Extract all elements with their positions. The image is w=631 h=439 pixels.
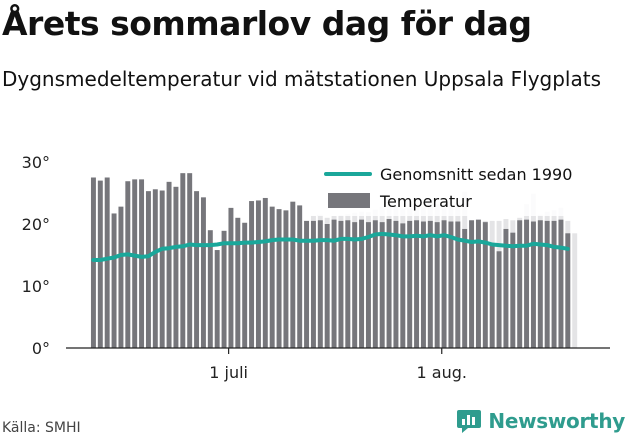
temperature-bar <box>414 220 420 348</box>
temperature-bar <box>173 186 179 348</box>
y-tick-label: 10° <box>22 277 50 296</box>
temperature-bar <box>407 220 413 348</box>
temperature-bar <box>317 220 323 348</box>
temperature-bar <box>482 222 488 348</box>
temperature-bar <box>386 219 392 348</box>
y-tick-label: 30° <box>22 153 50 172</box>
temperature-bar <box>496 251 502 348</box>
temperature-bar <box>152 189 158 348</box>
temperature-bar <box>503 228 509 348</box>
x-tick-label: 1 juli <box>209 363 248 382</box>
temperature-bar <box>537 220 543 348</box>
temperature-bar <box>187 173 193 348</box>
temperature-bar <box>145 191 151 348</box>
page-subtitle: Dygnsmedeltemperatur vid mätstationen Up… <box>2 67 602 91</box>
brand-name: Newsworthy <box>488 409 625 433</box>
x-tick-label: 1 aug. <box>417 363 467 382</box>
source-note: Källa: SMHI <box>2 420 81 436</box>
temperature-bar <box>434 222 440 348</box>
temperature-bar <box>455 221 461 348</box>
y-axis-ticks: 0° 10° 20° 30° <box>22 153 50 358</box>
y-tick-label: 20° <box>22 215 50 234</box>
average-line <box>91 231 570 262</box>
temperature-bar <box>517 220 523 348</box>
temperature-bar <box>365 222 371 348</box>
x-axis-ticks: 1 juli 1 aug. <box>209 348 467 382</box>
temperature-bar <box>262 197 268 348</box>
temperature-bar <box>565 233 571 348</box>
temperature-bar <box>200 197 206 348</box>
legend-line-label: Genomsnitt sedan 1990 <box>380 165 572 184</box>
temperature-bar <box>524 219 530 348</box>
temperature-bar <box>276 209 282 348</box>
temperature-bar <box>420 221 426 348</box>
temperature-bar <box>379 222 385 348</box>
temperature-bar <box>489 245 495 348</box>
temperature-bar <box>214 250 220 348</box>
temperature-bar <box>90 177 96 348</box>
temperature-bars <box>90 173 571 348</box>
temperature-bar <box>427 220 433 348</box>
legend-bar-swatch <box>328 193 370 208</box>
temperature-bar <box>207 230 213 348</box>
temperature-bar <box>558 219 564 348</box>
temperature-bar <box>345 220 351 348</box>
temperature-bar <box>255 200 261 348</box>
temperature-bar <box>372 220 378 348</box>
temperature-bar <box>283 210 289 348</box>
brand-logo: Newsworthy <box>456 408 625 434</box>
temperature-bar <box>139 179 145 348</box>
temperature-bar <box>400 223 406 348</box>
temperature-bar <box>166 181 172 348</box>
temperature-bar <box>269 206 275 348</box>
temperature-bar <box>530 221 536 348</box>
temperature-bar <box>249 201 255 348</box>
temperature-bar <box>194 191 200 348</box>
temperature-bar <box>544 220 550 348</box>
temperature-bar <box>475 219 481 348</box>
page-title: Årets sommarlov dag för dag <box>2 4 532 43</box>
temperature-bar <box>338 220 344 348</box>
background-bar <box>572 233 578 348</box>
temperature-bar <box>441 220 447 348</box>
temperature-bar <box>235 217 241 348</box>
temperature-bar <box>242 222 248 348</box>
temperature-bar <box>297 205 303 348</box>
temperature-bar <box>228 207 234 348</box>
temperature-bar <box>331 219 337 348</box>
temperature-bar <box>352 222 358 348</box>
temperature-bar <box>310 220 316 348</box>
legend-bar-label: Temperatur <box>379 192 472 211</box>
chat-bar-chart-icon <box>457 410 482 433</box>
temperature-bar <box>359 219 365 348</box>
temperature-bar <box>448 221 454 348</box>
temperature-bar <box>551 220 557 348</box>
chart-legend: Genomsnitt sedan 1990 Temperatur <box>318 158 592 216</box>
temperature-bar <box>290 201 296 348</box>
temperature-bar <box>104 177 110 348</box>
temperature-bar <box>125 181 131 348</box>
temperature-bar <box>97 180 103 348</box>
temperature-bar <box>324 224 330 348</box>
temperature-bar <box>111 213 117 348</box>
temperature-bar <box>304 220 310 348</box>
temperature-bar <box>462 228 468 348</box>
temperature-bar <box>132 179 138 348</box>
temperature-bar <box>469 220 475 348</box>
temperature-bar <box>510 232 516 348</box>
temperature-bar <box>159 190 165 348</box>
y-tick-label: 0° <box>32 339 50 358</box>
temperature-bar <box>393 220 399 348</box>
temperature-bar <box>221 230 227 348</box>
temperature-bar <box>118 206 124 348</box>
temperature-bar <box>180 173 186 348</box>
